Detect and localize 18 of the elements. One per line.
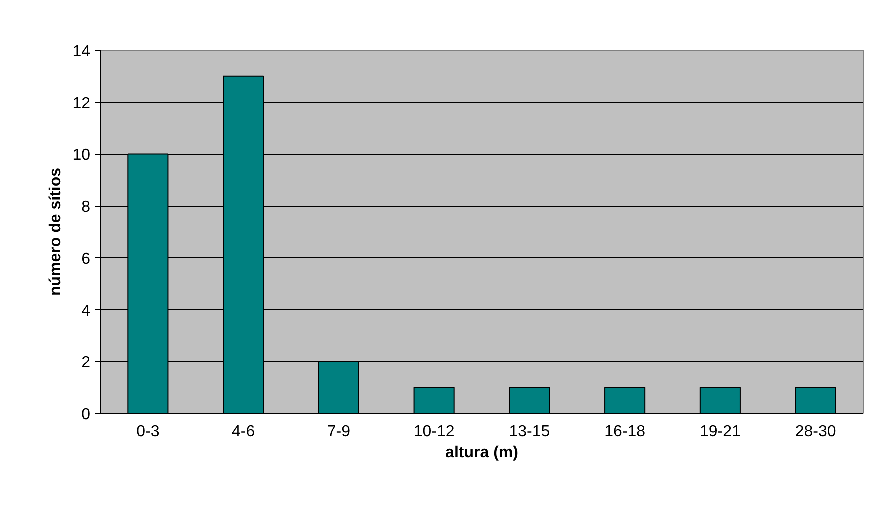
x-axis-title: altura (m)	[446, 444, 518, 462]
x-tick-label: 19-21	[700, 424, 741, 440]
y-tick-label: 6	[82, 250, 91, 268]
x-tick-label: 28-30	[795, 424, 836, 440]
y-tick-label: 14	[72, 44, 91, 60]
x-tick-label: 13-15	[509, 424, 550, 440]
y-tick-label: 12	[72, 95, 91, 112]
x-tick-label: 7-9	[327, 424, 351, 440]
x-tick-label: 4-6	[232, 424, 256, 440]
y-tick-label: 4	[82, 302, 91, 320]
y-axis-title: número de sítios	[48, 168, 65, 296]
y-tick-label: 0	[82, 406, 91, 424]
y-tick-label: 2	[82, 354, 91, 372]
x-tick-label: 16-18	[604, 424, 646, 440]
y-tick-label: 8	[82, 199, 91, 216]
x-tick-label: 10-12	[414, 424, 455, 440]
x-tick-label: 0-3	[136, 424, 160, 440]
y-tick-label: 10	[72, 147, 91, 164]
